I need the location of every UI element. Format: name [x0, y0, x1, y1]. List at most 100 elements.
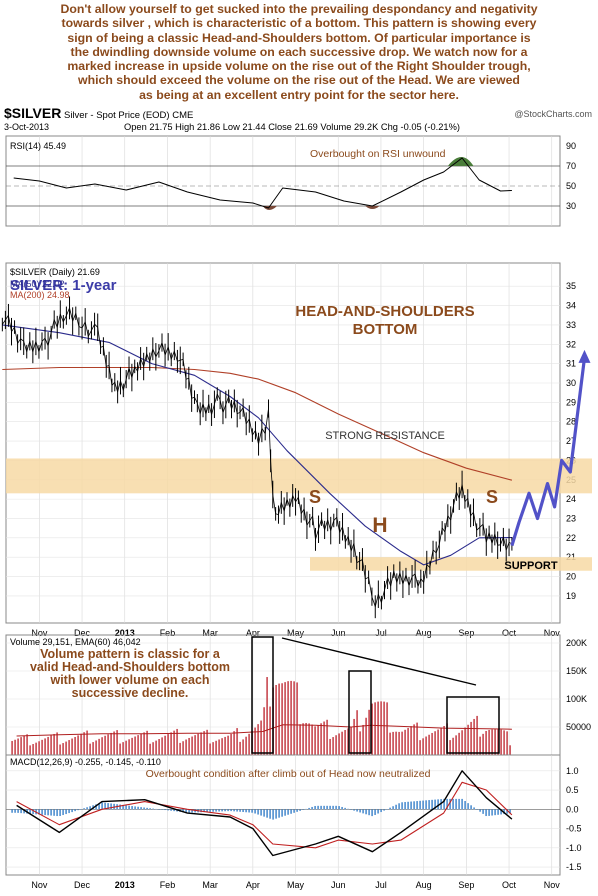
macd-histogram-bar	[464, 800, 466, 810]
commentary-line: towards silver , which is characteristic…	[61, 16, 537, 31]
volume-bar	[497, 729, 499, 755]
volume-bar	[38, 741, 40, 755]
date-label: 3-Oct-2013	[4, 122, 49, 132]
price-tick-label: 20	[566, 572, 576, 582]
macd-histogram-bar	[128, 805, 130, 810]
ma50-legend: MA(50) 22.02	[10, 279, 65, 289]
pattern-label-line1: HEAD-AND-SHOULDERS	[295, 303, 474, 320]
macd-histogram-bar	[161, 809, 163, 810]
macd-histogram-bar	[392, 806, 394, 810]
volume-bar	[338, 733, 340, 755]
volume-bar	[302, 723, 304, 755]
price-tick-label: 24	[566, 494, 576, 504]
macd-histogram-bar	[389, 807, 391, 810]
ma50-line	[2, 324, 512, 566]
volume-bar	[488, 729, 490, 755]
macd-histogram-bar	[329, 805, 331, 810]
volume-bar	[491, 729, 493, 755]
macd-histogram-bar	[224, 809, 226, 812]
volume-bar	[395, 731, 397, 755]
x-tick-label: Jul	[375, 880, 387, 890]
volume-bar	[392, 731, 394, 755]
volume-bar	[383, 701, 385, 755]
commentary-text: Don't allow yourself to get sucked into …	[4, 2, 594, 102]
macd-histogram-bar	[74, 809, 76, 812]
macd-histogram-bar	[497, 809, 499, 815]
volume-bar	[89, 743, 91, 755]
volume-bar	[371, 703, 373, 755]
macd-histogram-bar	[125, 805, 127, 810]
macd-histogram-bar	[293, 809, 295, 813]
macd-histogram-bar	[170, 809, 172, 811]
volume-bar	[299, 724, 301, 755]
volume-bar	[482, 733, 484, 755]
x-tick-label: Feb	[160, 628, 176, 638]
macd-histogram-bar	[83, 808, 85, 810]
x-tick-label: Aug	[416, 628, 432, 638]
price-tick-label: 30	[566, 378, 576, 388]
macd-histogram-bar	[365, 809, 367, 815]
x-tick-label: Jul	[375, 628, 387, 638]
macd-histogram-bar	[383, 809, 385, 811]
volume-tick-label: 200K	[566, 638, 587, 648]
support-label: SUPPORT	[504, 560, 557, 572]
macd-tick-label: 1.0	[566, 766, 579, 776]
volume-bar	[65, 741, 67, 755]
volume-bar	[506, 731, 508, 755]
macd-histogram-bar	[455, 798, 457, 810]
volume-bar	[104, 735, 106, 755]
macd-histogram-bar	[29, 809, 31, 814]
ma200-legend: MA(200) 24.98	[10, 290, 70, 300]
macd-histogram-bar	[287, 809, 289, 815]
volume-bar	[191, 736, 193, 755]
x-tick-label: May	[287, 628, 305, 638]
price-tick-label: 34	[566, 301, 576, 311]
macd-histogram-bar	[275, 809, 277, 819]
macd-histogram-bar	[374, 809, 376, 815]
volume-bar	[56, 732, 58, 755]
macd-histogram-bar	[488, 809, 490, 816]
commentary-line: sign of being a classic Head-and-Shoulde…	[67, 30, 531, 45]
commentary-line: Don't allow yourself to get sucked into …	[60, 2, 538, 16]
volume-bar	[440, 727, 442, 755]
volume-bar	[122, 742, 124, 755]
x-tick-label: May	[287, 880, 305, 890]
price-tick-label: 28	[566, 417, 576, 427]
volume-bar	[170, 732, 172, 755]
volume-bar	[155, 740, 157, 755]
volume-bar	[434, 731, 436, 755]
volume-bar	[95, 740, 97, 755]
volume-bar	[17, 738, 19, 755]
volume-bar	[110, 732, 112, 755]
volume-bar	[215, 740, 217, 755]
volume-bar	[194, 735, 196, 755]
macd-histogram-bar	[482, 809, 484, 814]
macd-histogram-bar	[347, 808, 349, 810]
macd-histogram-bar	[413, 801, 415, 810]
macd-histogram-bar	[296, 809, 298, 812]
volume-annotation-line: Volume pattern is classic for a	[40, 647, 221, 661]
volume-bar	[113, 731, 115, 755]
volume-bar	[413, 724, 415, 755]
rsi-tick-label: 50	[566, 181, 576, 191]
x-tick-label: Apr	[246, 880, 260, 890]
rsi-tick-label: 70	[566, 161, 576, 171]
volume-bar	[188, 737, 190, 755]
volume-bar	[71, 738, 73, 755]
volume-bar	[221, 738, 223, 755]
macd-histogram-bar	[17, 809, 19, 813]
price-tick-label: 19	[566, 591, 576, 601]
macd-histogram-bar	[335, 805, 337, 810]
volume-bar	[86, 730, 88, 755]
macd-histogram-bar	[68, 809, 70, 814]
macd-histogram-bar	[434, 799, 436, 810]
volume-bar	[311, 724, 313, 755]
macd-histogram-bar	[299, 809, 301, 811]
x-tick-label: Dec	[74, 880, 91, 890]
volume-bar	[14, 739, 16, 755]
volume-bar	[224, 736, 226, 755]
macd-histogram-bar	[377, 809, 379, 814]
volume-bar	[344, 730, 346, 755]
macd-histogram-bar	[188, 809, 190, 813]
volume-bar	[47, 736, 49, 755]
